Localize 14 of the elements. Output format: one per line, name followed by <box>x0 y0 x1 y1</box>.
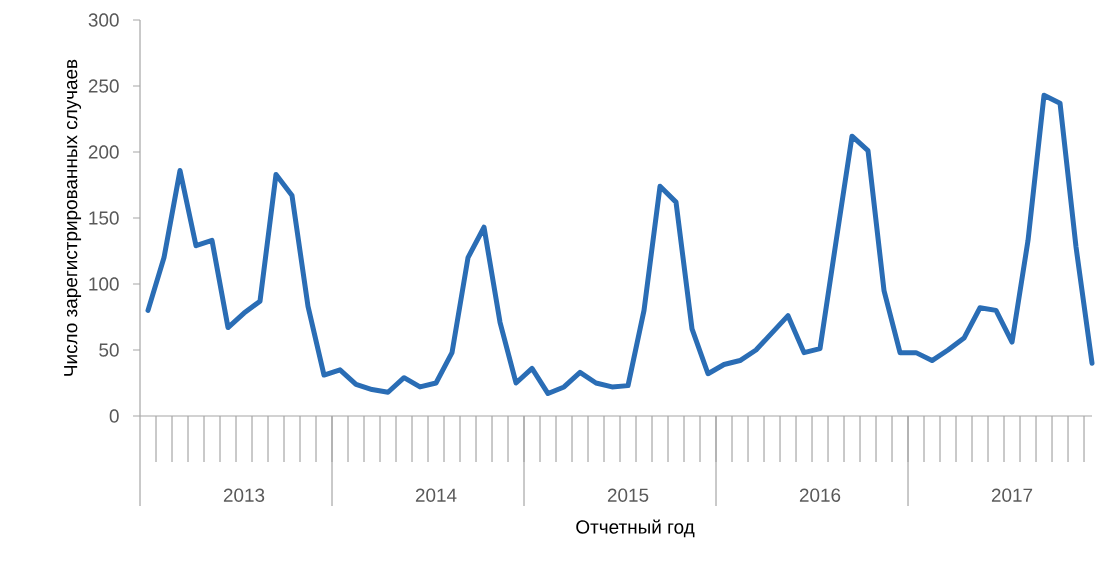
y-tick-label: 250 <box>88 79 119 93</box>
y-tick-label: 0 <box>109 409 119 423</box>
y-tick-label: 100 <box>89 277 119 291</box>
y-tick-label: 150 <box>89 211 119 225</box>
y-axis-title: Число зарегистрированных случаев <box>64 59 82 376</box>
y-tick-label: 200 <box>88 145 119 159</box>
x-tick-label: 2014 <box>415 488 457 502</box>
x-tick-label: 2013 <box>223 488 265 502</box>
x-tick-label: 2017 <box>991 488 1033 502</box>
x-axis-title: Отчетный год <box>576 519 695 538</box>
y-tick-label: 300 <box>88 13 119 27</box>
y-tick-label: 50 <box>99 343 119 357</box>
x-tick-label: 2015 <box>607 488 649 502</box>
x-tick-label: 2016 <box>799 488 841 502</box>
